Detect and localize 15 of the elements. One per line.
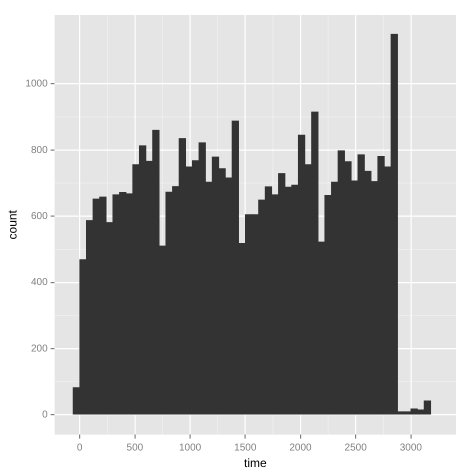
x-tick-label: 3000 bbox=[400, 442, 422, 454]
x-tick-label: 2000 bbox=[289, 442, 312, 454]
x-tick-label: 2500 bbox=[344, 442, 368, 454]
y-axis-title: count bbox=[6, 209, 20, 240]
y-tick-label: 200 bbox=[30, 343, 48, 354]
y-tick-label: 400 bbox=[30, 277, 48, 288]
x-axis-title: time bbox=[244, 456, 267, 470]
y-tick-label: 600 bbox=[30, 210, 48, 222]
x-tick-label: 0 bbox=[76, 442, 83, 454]
x-tick-label: 1000 bbox=[178, 442, 202, 454]
y-tick-label: 1000 bbox=[25, 78, 48, 90]
y-tick-label: 0 bbox=[42, 409, 48, 420]
x-tick-label: 500 bbox=[126, 442, 144, 454]
x-tick-label: 1500 bbox=[234, 442, 257, 454]
y-tick-label: 800 bbox=[30, 144, 48, 156]
